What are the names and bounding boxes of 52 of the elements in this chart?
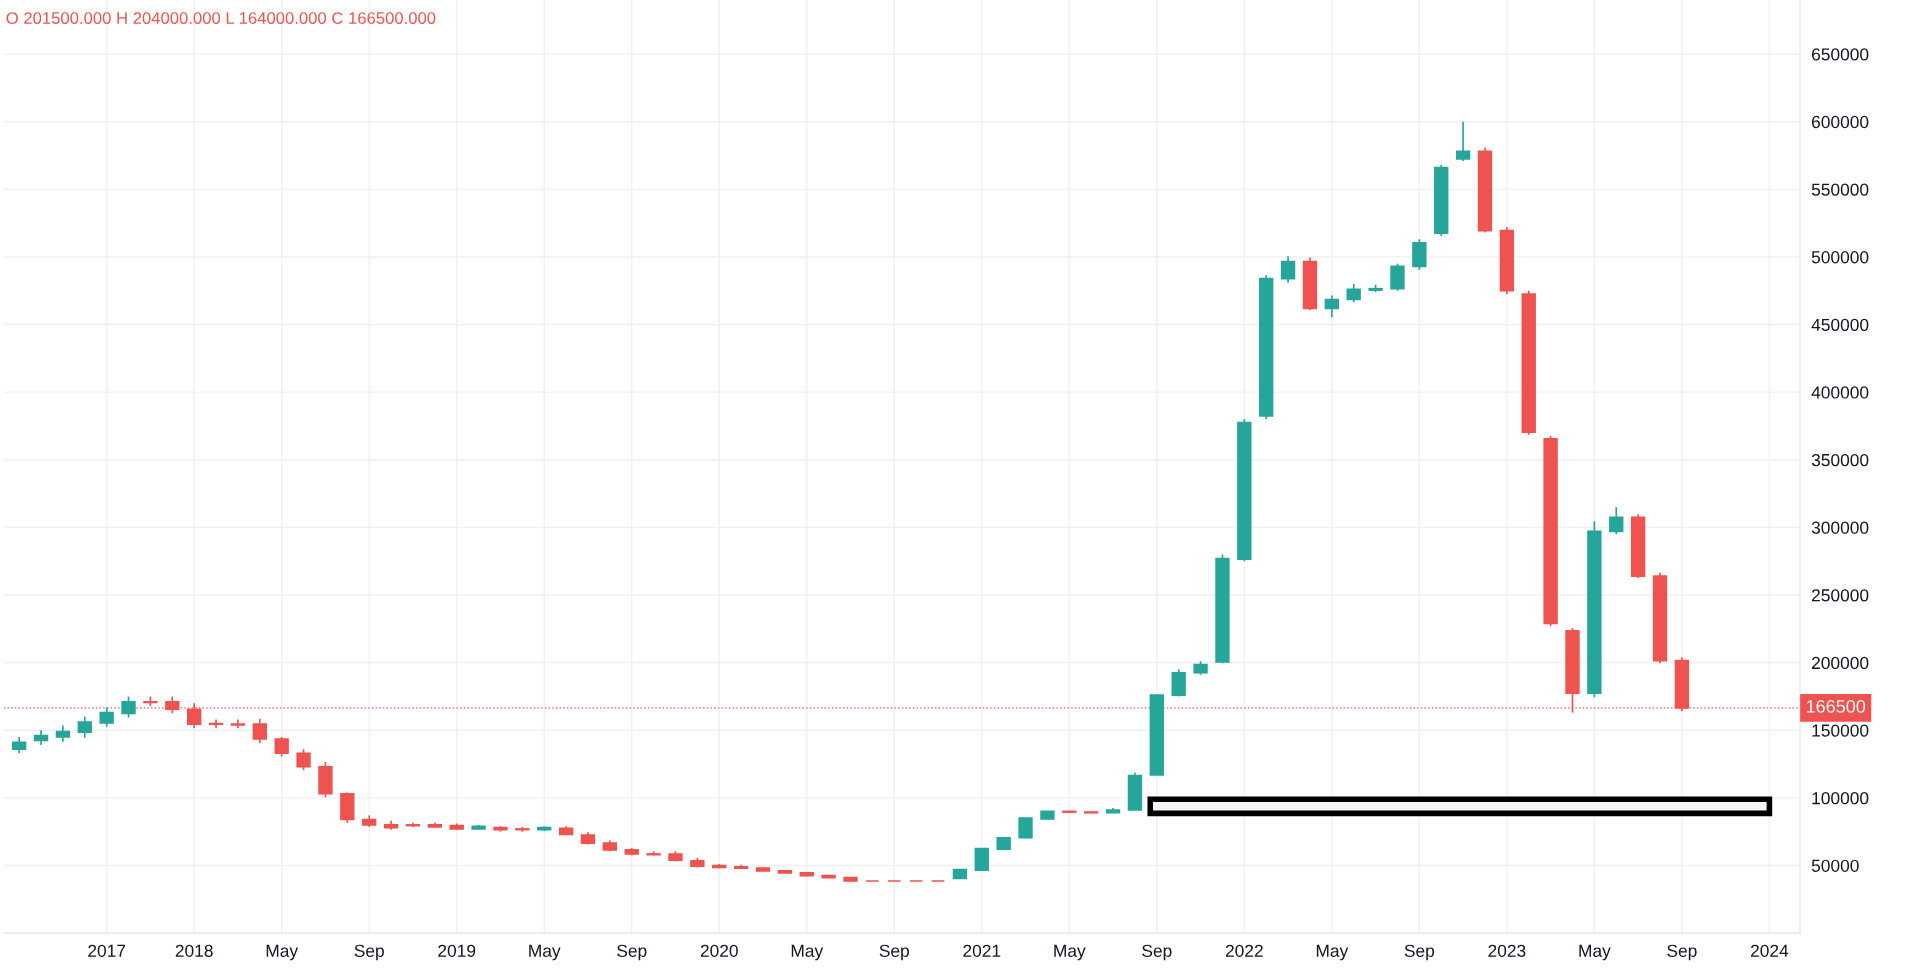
candlestick bbox=[1018, 817, 1033, 840]
x-tick-label: May bbox=[266, 944, 299, 961]
candlestick bbox=[1171, 668, 1186, 698]
x-tick-label: May bbox=[1316, 944, 1349, 961]
y-tick-label: 300000 bbox=[1811, 521, 1869, 534]
y-tick-label: 400000 bbox=[1811, 386, 1869, 399]
x-tick-label: 2020 bbox=[700, 944, 738, 957]
y-tick-label: 50000 bbox=[1811, 859, 1859, 872]
candlestick bbox=[1346, 283, 1361, 304]
x-tick-label: Sep bbox=[1667, 944, 1697, 961]
x-tick-label: Sep bbox=[354, 944, 384, 961]
x-tick-label: Sep bbox=[617, 944, 647, 961]
x-tick-label: 2023 bbox=[1488, 944, 1526, 957]
x-tick-label: May bbox=[1579, 944, 1611, 961]
candlestick bbox=[1412, 238, 1427, 271]
candlestick bbox=[99, 706, 114, 728]
x-tick-label: 2019 bbox=[438, 944, 476, 957]
x-tick-label: 2017 bbox=[88, 944, 126, 957]
candlestick bbox=[1390, 262, 1405, 292]
y-tick-label: 450000 bbox=[1811, 318, 1869, 332]
candlestick bbox=[1324, 294, 1340, 318]
y-tick-label: 250000 bbox=[1812, 589, 1869, 602]
candlestick bbox=[1609, 506, 1624, 535]
candlestick bbox=[974, 847, 989, 872]
x-tick-label: Sep bbox=[1404, 944, 1435, 961]
y-tick-label: 550000 bbox=[1811, 183, 1869, 196]
x-tick-label: 2022 bbox=[1225, 944, 1263, 957]
y-tick-label: 650000 bbox=[1812, 48, 1869, 61]
y-tick-label: 200000 bbox=[1812, 656, 1869, 670]
y-tick-label: 500000 bbox=[1811, 251, 1869, 264]
x-tick-label: May bbox=[1054, 944, 1086, 961]
x-tick-label: 2018 bbox=[175, 944, 213, 957]
candlestick bbox=[296, 748, 311, 771]
x-tick-label: May bbox=[529, 944, 561, 961]
x-tick-label: Sep bbox=[879, 944, 909, 961]
y-tick-label: 150000 bbox=[1812, 724, 1869, 737]
x-tick-label: May bbox=[791, 944, 824, 961]
x-tick-label: Sep bbox=[1142, 944, 1172, 961]
ref-line-label: 166500 bbox=[1806, 699, 1866, 713]
x-tick-label: 2024 bbox=[1750, 944, 1789, 957]
candlestick bbox=[252, 717, 267, 744]
x-tick-label: 2021 bbox=[963, 944, 1001, 957]
y-tick-label: 100000 bbox=[1812, 792, 1869, 805]
candlestick bbox=[1280, 255, 1296, 284]
candlestick bbox=[121, 695, 136, 719]
y-tick-label: 600000 bbox=[1812, 115, 1869, 129]
candlestick bbox=[1455, 120, 1471, 162]
y-tick-label: 350000 bbox=[1811, 453, 1869, 467]
annotation: O 201500.000 H 204000.000 L 164000.000 C 166500.000 bbox=[6, 12, 436, 24]
candlestick bbox=[274, 736, 289, 758]
candlestick bbox=[208, 718, 224, 730]
candlestick bbox=[77, 715, 92, 739]
